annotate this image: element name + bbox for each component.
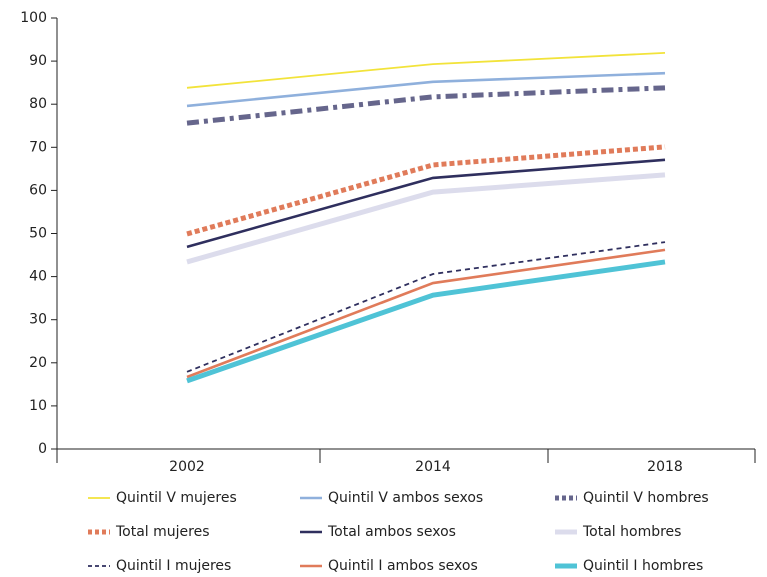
y-tick-label: 50 [29,226,47,242]
legend-label: Quintil I hombres [583,558,703,574]
legend-label: Quintil V hombres [583,490,709,506]
series-line [186,158,666,249]
series-line [186,71,666,108]
y-tick-label: 10 [29,398,47,414]
y-tick-label: 100 [20,10,47,26]
legend-label: Total ambos sexos [327,524,456,540]
series-line [186,52,666,89]
legend-label: Quintil I ambos sexos [328,558,478,574]
y-tick-label: 0 [38,441,47,457]
y-tick-label: 40 [29,269,47,285]
series-line [186,144,666,237]
y-tick-label: 30 [29,312,47,328]
y-tick-label: 80 [29,96,47,112]
series-line [186,85,666,126]
y-tick-label: 20 [29,355,47,371]
legend-label: Quintil V ambos sexos [328,490,483,506]
series-line [186,259,666,384]
y-tick-label: 60 [29,182,47,198]
legend-label: Total mujeres [115,524,210,540]
y-tick-label: 90 [29,53,47,69]
series-line [186,172,666,265]
series-line [186,248,666,379]
x-tick-label: 2014 [415,459,451,475]
legend-label: Quintil V mujeres [116,490,237,506]
legend-label: Quintil I mujeres [116,558,231,574]
x-tick-label: 2002 [169,459,205,475]
legend-label: Total hombres [582,524,681,540]
y-tick-label: 70 [29,139,47,155]
x-tick-label: 2018 [647,459,683,475]
series-line [186,241,666,373]
